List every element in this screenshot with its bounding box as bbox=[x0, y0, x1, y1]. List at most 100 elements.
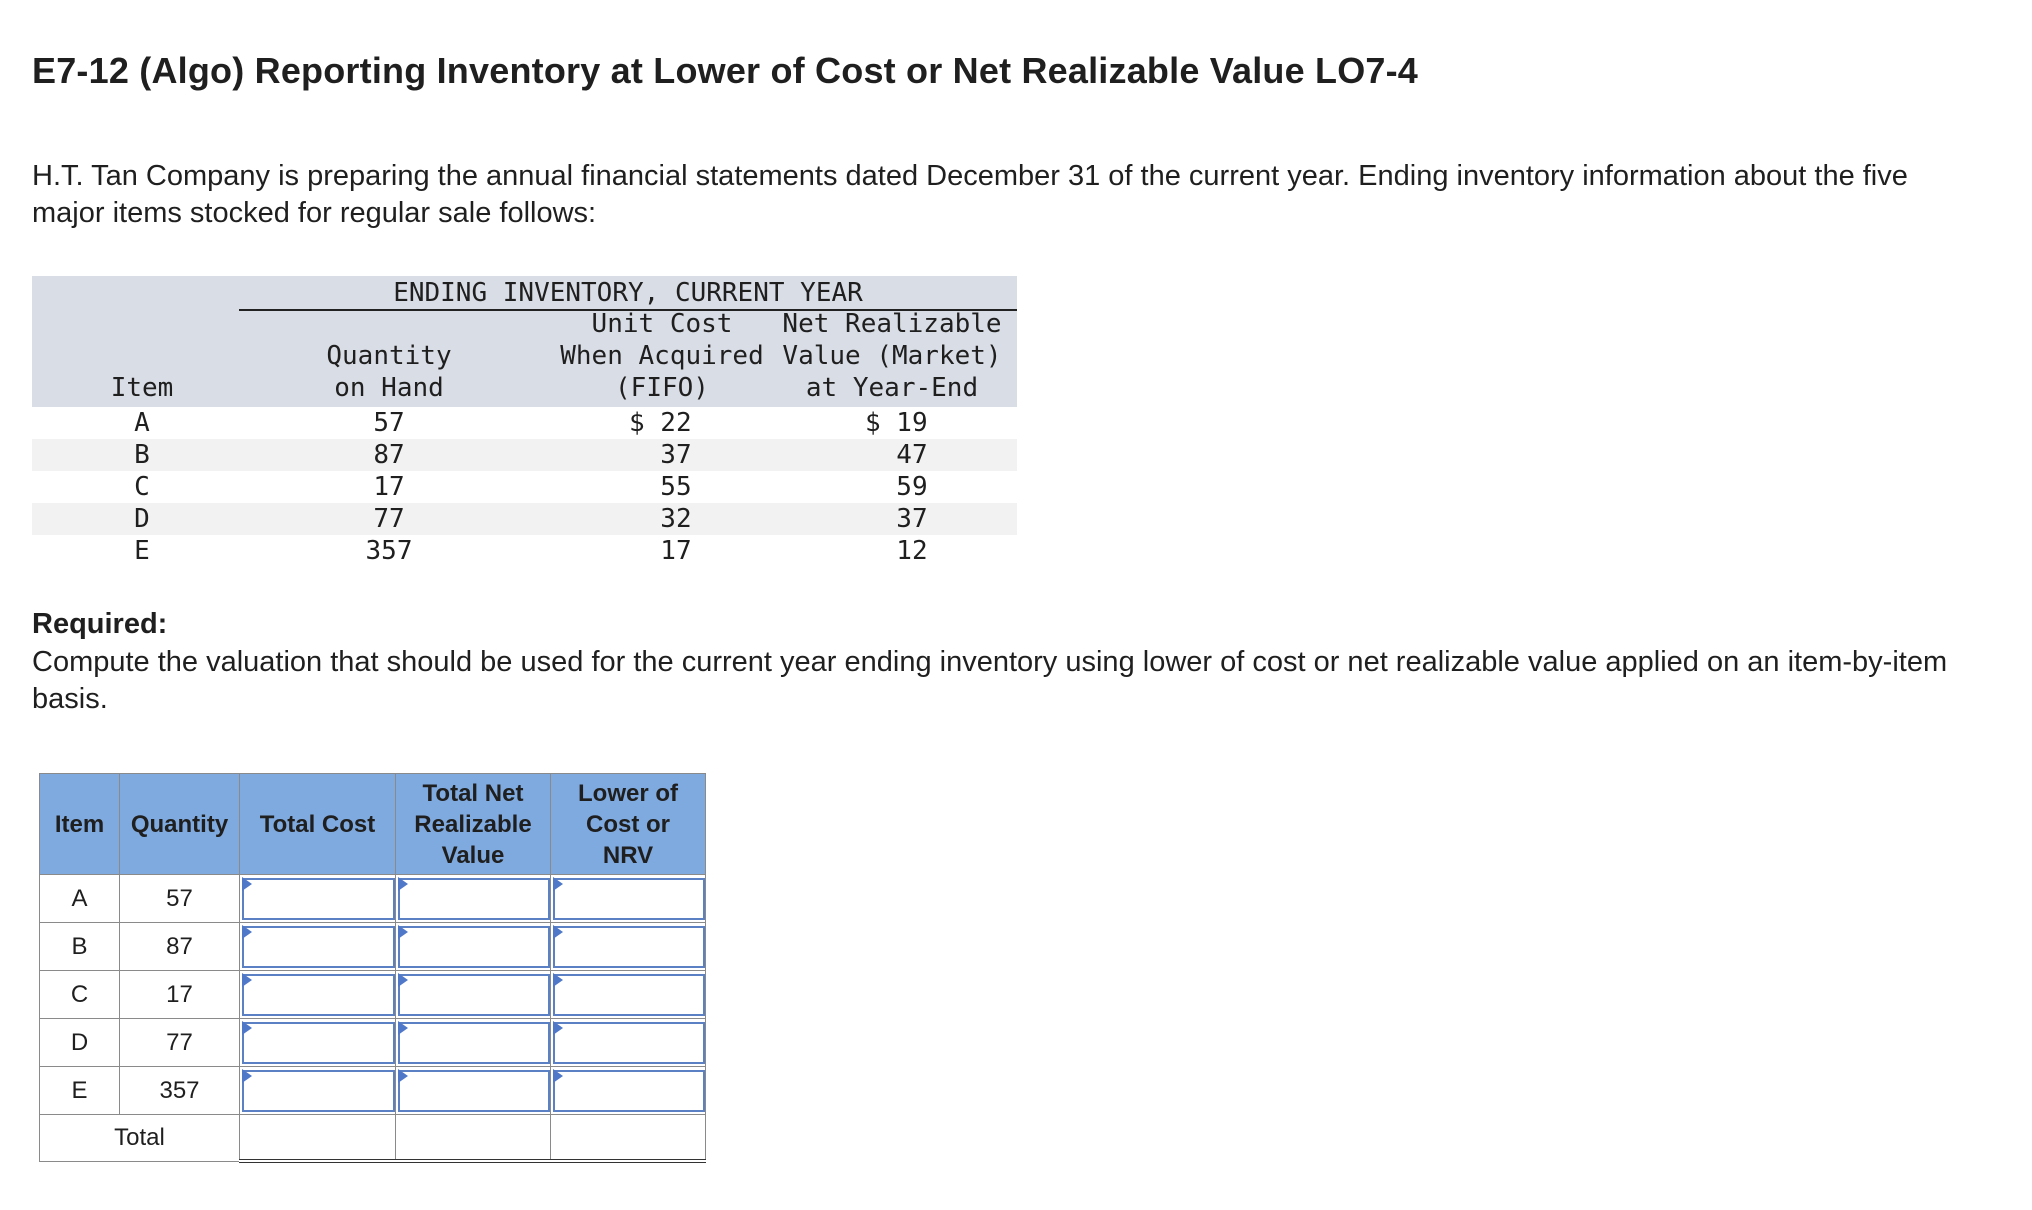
input-box[interactable] bbox=[398, 877, 550, 920]
inventory-reference-table: ENDING INVENTORY, CURRENT YEAR Item Quan… bbox=[32, 276, 1017, 567]
answer-row-a: A 57 bbox=[39, 874, 706, 923]
group-header: ENDING INVENTORY, CURRENT YEAR bbox=[393, 278, 863, 308]
total-cost-input-a[interactable] bbox=[239, 874, 396, 923]
input-marker-icon bbox=[242, 1069, 252, 1083]
total-nrv-input-b[interactable] bbox=[395, 922, 551, 971]
lcnrv-input-d[interactable] bbox=[550, 1018, 706, 1067]
total-label: Total bbox=[39, 1114, 240, 1162]
cell-nrv: 47 bbox=[865, 440, 928, 470]
cell-quantity: 87 bbox=[373, 440, 405, 470]
input-marker-icon bbox=[553, 1021, 563, 1035]
answer-item: D bbox=[39, 1018, 120, 1067]
answer-header-row: Item Quantity Total Cost Total Net Reali… bbox=[39, 773, 706, 875]
input-box[interactable] bbox=[398, 1021, 550, 1064]
intro-text: H.T. Tan Company is preparing the annual… bbox=[32, 160, 1908, 229]
cell-unit-cost: 32 bbox=[629, 504, 692, 534]
lcnrv-input-e[interactable] bbox=[550, 1066, 706, 1115]
input-box[interactable] bbox=[553, 925, 705, 968]
cell-quantity: 357 bbox=[365, 536, 413, 566]
answer-quantity: 77 bbox=[119, 1018, 240, 1067]
cell-nrv: 59 bbox=[865, 472, 928, 502]
input-box[interactable] bbox=[398, 973, 550, 1016]
answer-col-item: Item bbox=[39, 773, 120, 875]
total-cost-input-b[interactable] bbox=[239, 922, 396, 971]
total-cost-total bbox=[239, 1114, 396, 1163]
input-marker-icon bbox=[398, 925, 408, 939]
cell-quantity: 17 bbox=[373, 472, 405, 502]
col-header-quantity: Quantity on Hand bbox=[326, 341, 452, 403]
answer-col-lcnrv: Lower of Cost or NRV bbox=[550, 773, 706, 875]
input-box[interactable] bbox=[553, 877, 705, 920]
input-marker-icon bbox=[553, 877, 563, 891]
input-marker-icon bbox=[398, 973, 408, 987]
lcnrv-total bbox=[550, 1114, 706, 1163]
input-marker-icon bbox=[398, 877, 408, 891]
input-box[interactable] bbox=[398, 925, 550, 968]
answer-col-quantity: Quantity bbox=[119, 773, 240, 875]
col-header-item: Item bbox=[110, 373, 174, 403]
cell-nrv: 37 bbox=[865, 504, 928, 534]
answer-quantity: 357 bbox=[119, 1066, 240, 1115]
cell-item: E bbox=[134, 536, 150, 566]
input-marker-icon bbox=[398, 1069, 408, 1083]
col-header-nrv: Net Realizable Value (Market) at Year-En… bbox=[782, 309, 1002, 403]
input-marker-icon bbox=[242, 973, 252, 987]
input-box[interactable] bbox=[242, 1069, 395, 1112]
cell-unit-cost: $ 22 bbox=[629, 408, 692, 438]
input-box[interactable] bbox=[398, 1069, 550, 1112]
total-nrv-input-a[interactable] bbox=[395, 874, 551, 923]
cell-unit-cost: 17 bbox=[629, 536, 692, 566]
input-box[interactable] bbox=[553, 1069, 705, 1112]
input-marker-icon bbox=[553, 973, 563, 987]
group-header-rule bbox=[239, 309, 1017, 311]
cell-quantity: 77 bbox=[373, 504, 405, 534]
answer-quantity: 87 bbox=[119, 922, 240, 971]
answer-col-total-nrv: Total Net Realizable Value bbox=[395, 773, 551, 875]
inventory-row-d: D 77 32 37 bbox=[32, 503, 1017, 535]
input-marker-icon bbox=[242, 925, 252, 939]
total-nrv-total bbox=[395, 1114, 551, 1163]
input-box[interactable] bbox=[553, 1021, 705, 1064]
inventory-row-c: C 17 55 59 bbox=[32, 471, 1017, 503]
col-header-unit-cost: Unit Cost When Acquired (FIFO) bbox=[560, 309, 764, 403]
answer-item: E bbox=[39, 1066, 120, 1115]
input-marker-icon bbox=[398, 1021, 408, 1035]
total-cost-input-d[interactable] bbox=[239, 1018, 396, 1067]
total-cost-input-e[interactable] bbox=[239, 1066, 396, 1115]
answer-row-c: C 17 bbox=[39, 970, 706, 1019]
cell-unit-cost: 37 bbox=[629, 440, 692, 470]
inventory-row-e: E 357 17 12 bbox=[32, 535, 1017, 567]
answer-item: B bbox=[39, 922, 120, 971]
input-box[interactable] bbox=[242, 973, 395, 1016]
input-box[interactable] bbox=[553, 973, 705, 1016]
input-box[interactable] bbox=[242, 1021, 395, 1064]
required-text: Compute the valuation that should be use… bbox=[32, 646, 1948, 715]
input-box[interactable] bbox=[242, 925, 395, 968]
answer-quantity: 57 bbox=[119, 874, 240, 923]
total-nrv-input-d[interactable] bbox=[395, 1018, 551, 1067]
answer-row-e: E 357 bbox=[39, 1066, 706, 1115]
answer-quantity: 17 bbox=[119, 970, 240, 1019]
page-title: E7-12 (Algo) Reporting Inventory at Lowe… bbox=[32, 50, 1419, 91]
inventory-row-b: B 87 37 47 bbox=[32, 439, 1017, 471]
input-marker-icon bbox=[242, 1021, 252, 1035]
cell-nrv: $ 19 bbox=[865, 408, 928, 438]
input-marker-icon bbox=[553, 1069, 563, 1083]
total-nrv-input-c[interactable] bbox=[395, 970, 551, 1019]
lcnrv-input-a[interactable] bbox=[550, 874, 706, 923]
total-cost-input-c[interactable] bbox=[239, 970, 396, 1019]
cell-nrv: 12 bbox=[865, 536, 928, 566]
cell-item: A bbox=[134, 408, 150, 438]
lcnrv-input-b[interactable] bbox=[550, 922, 706, 971]
answer-total-row: Total bbox=[39, 1114, 706, 1163]
lcnrv-input-c[interactable] bbox=[550, 970, 706, 1019]
inventory-row-a: A 57 $ 22 $ 19 bbox=[32, 407, 1017, 439]
input-marker-icon bbox=[242, 877, 252, 891]
cell-quantity: 57 bbox=[373, 408, 405, 438]
answer-item: A bbox=[39, 874, 120, 923]
answer-row-b: B 87 bbox=[39, 922, 706, 971]
answer-col-total-cost: Total Cost bbox=[239, 773, 396, 875]
required-label: Required: bbox=[32, 608, 168, 640]
input-box[interactable] bbox=[242, 877, 395, 920]
total-nrv-input-e[interactable] bbox=[395, 1066, 551, 1115]
